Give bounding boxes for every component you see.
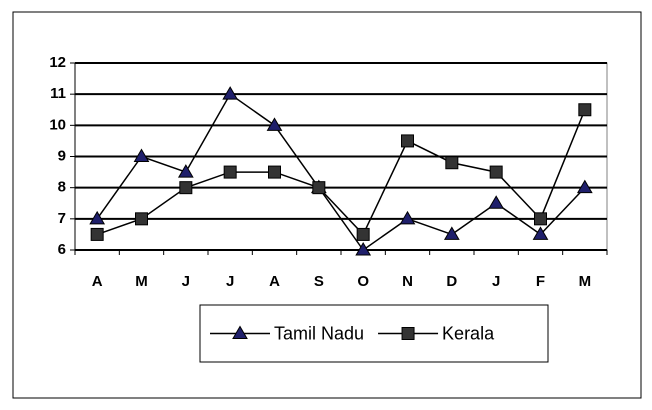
- legend-marker: [232, 325, 248, 339]
- x-tick-label: O: [357, 273, 369, 290]
- data-point: [90, 227, 104, 241]
- x-tick-label: J: [226, 273, 234, 290]
- x-tick-label: N: [402, 273, 413, 290]
- data-point: [578, 103, 592, 117]
- data-point: [532, 226, 549, 240]
- data-point: [443, 226, 460, 240]
- data-point: [576, 179, 593, 194]
- data-point: [488, 195, 505, 209]
- x-tick-label: A: [269, 273, 280, 290]
- legend-label: Tamil Nadu: [274, 323, 364, 343]
- data-point: [268, 165, 281, 179]
- data-point: [355, 242, 372, 256]
- x-tick-label: J: [492, 273, 500, 290]
- x-tick-label: A: [92, 273, 103, 290]
- x-tick-label: D: [446, 273, 457, 290]
- y-tick-label: 8: [58, 179, 66, 196]
- data-point: [401, 134, 414, 148]
- data-point: [445, 156, 459, 170]
- x-tick-label: F: [536, 273, 545, 290]
- data-point: [266, 117, 283, 131]
- data-point: [177, 164, 194, 178]
- data-point: [222, 86, 239, 100]
- x-tick-label: S: [314, 273, 324, 290]
- y-tick-label: 7: [58, 210, 66, 227]
- data-point: [133, 148, 150, 162]
- data-point: [312, 181, 326, 195]
- y-tick-label: 10: [49, 116, 66, 133]
- data-point: [399, 210, 416, 225]
- y-tick-label: 12: [49, 54, 66, 71]
- y-tick-label: 11: [50, 85, 66, 102]
- legend-marker: [401, 327, 415, 340]
- data-point: [356, 227, 370, 241]
- x-tick-label: M: [135, 273, 148, 290]
- data-point: [534, 212, 547, 226]
- y-tick-label: 9: [58, 147, 66, 164]
- data-point: [223, 165, 237, 179]
- y-tick-label: 6: [58, 241, 66, 258]
- x-tick-label: M: [579, 273, 592, 290]
- x-tick-label: J: [182, 273, 190, 290]
- data-point: [179, 181, 193, 195]
- data-point: [89, 210, 106, 225]
- data-point: [489, 165, 503, 179]
- legend-label: Kerala: [442, 323, 495, 343]
- series-line: [96, 109, 586, 236]
- data-point: [135, 212, 148, 226]
